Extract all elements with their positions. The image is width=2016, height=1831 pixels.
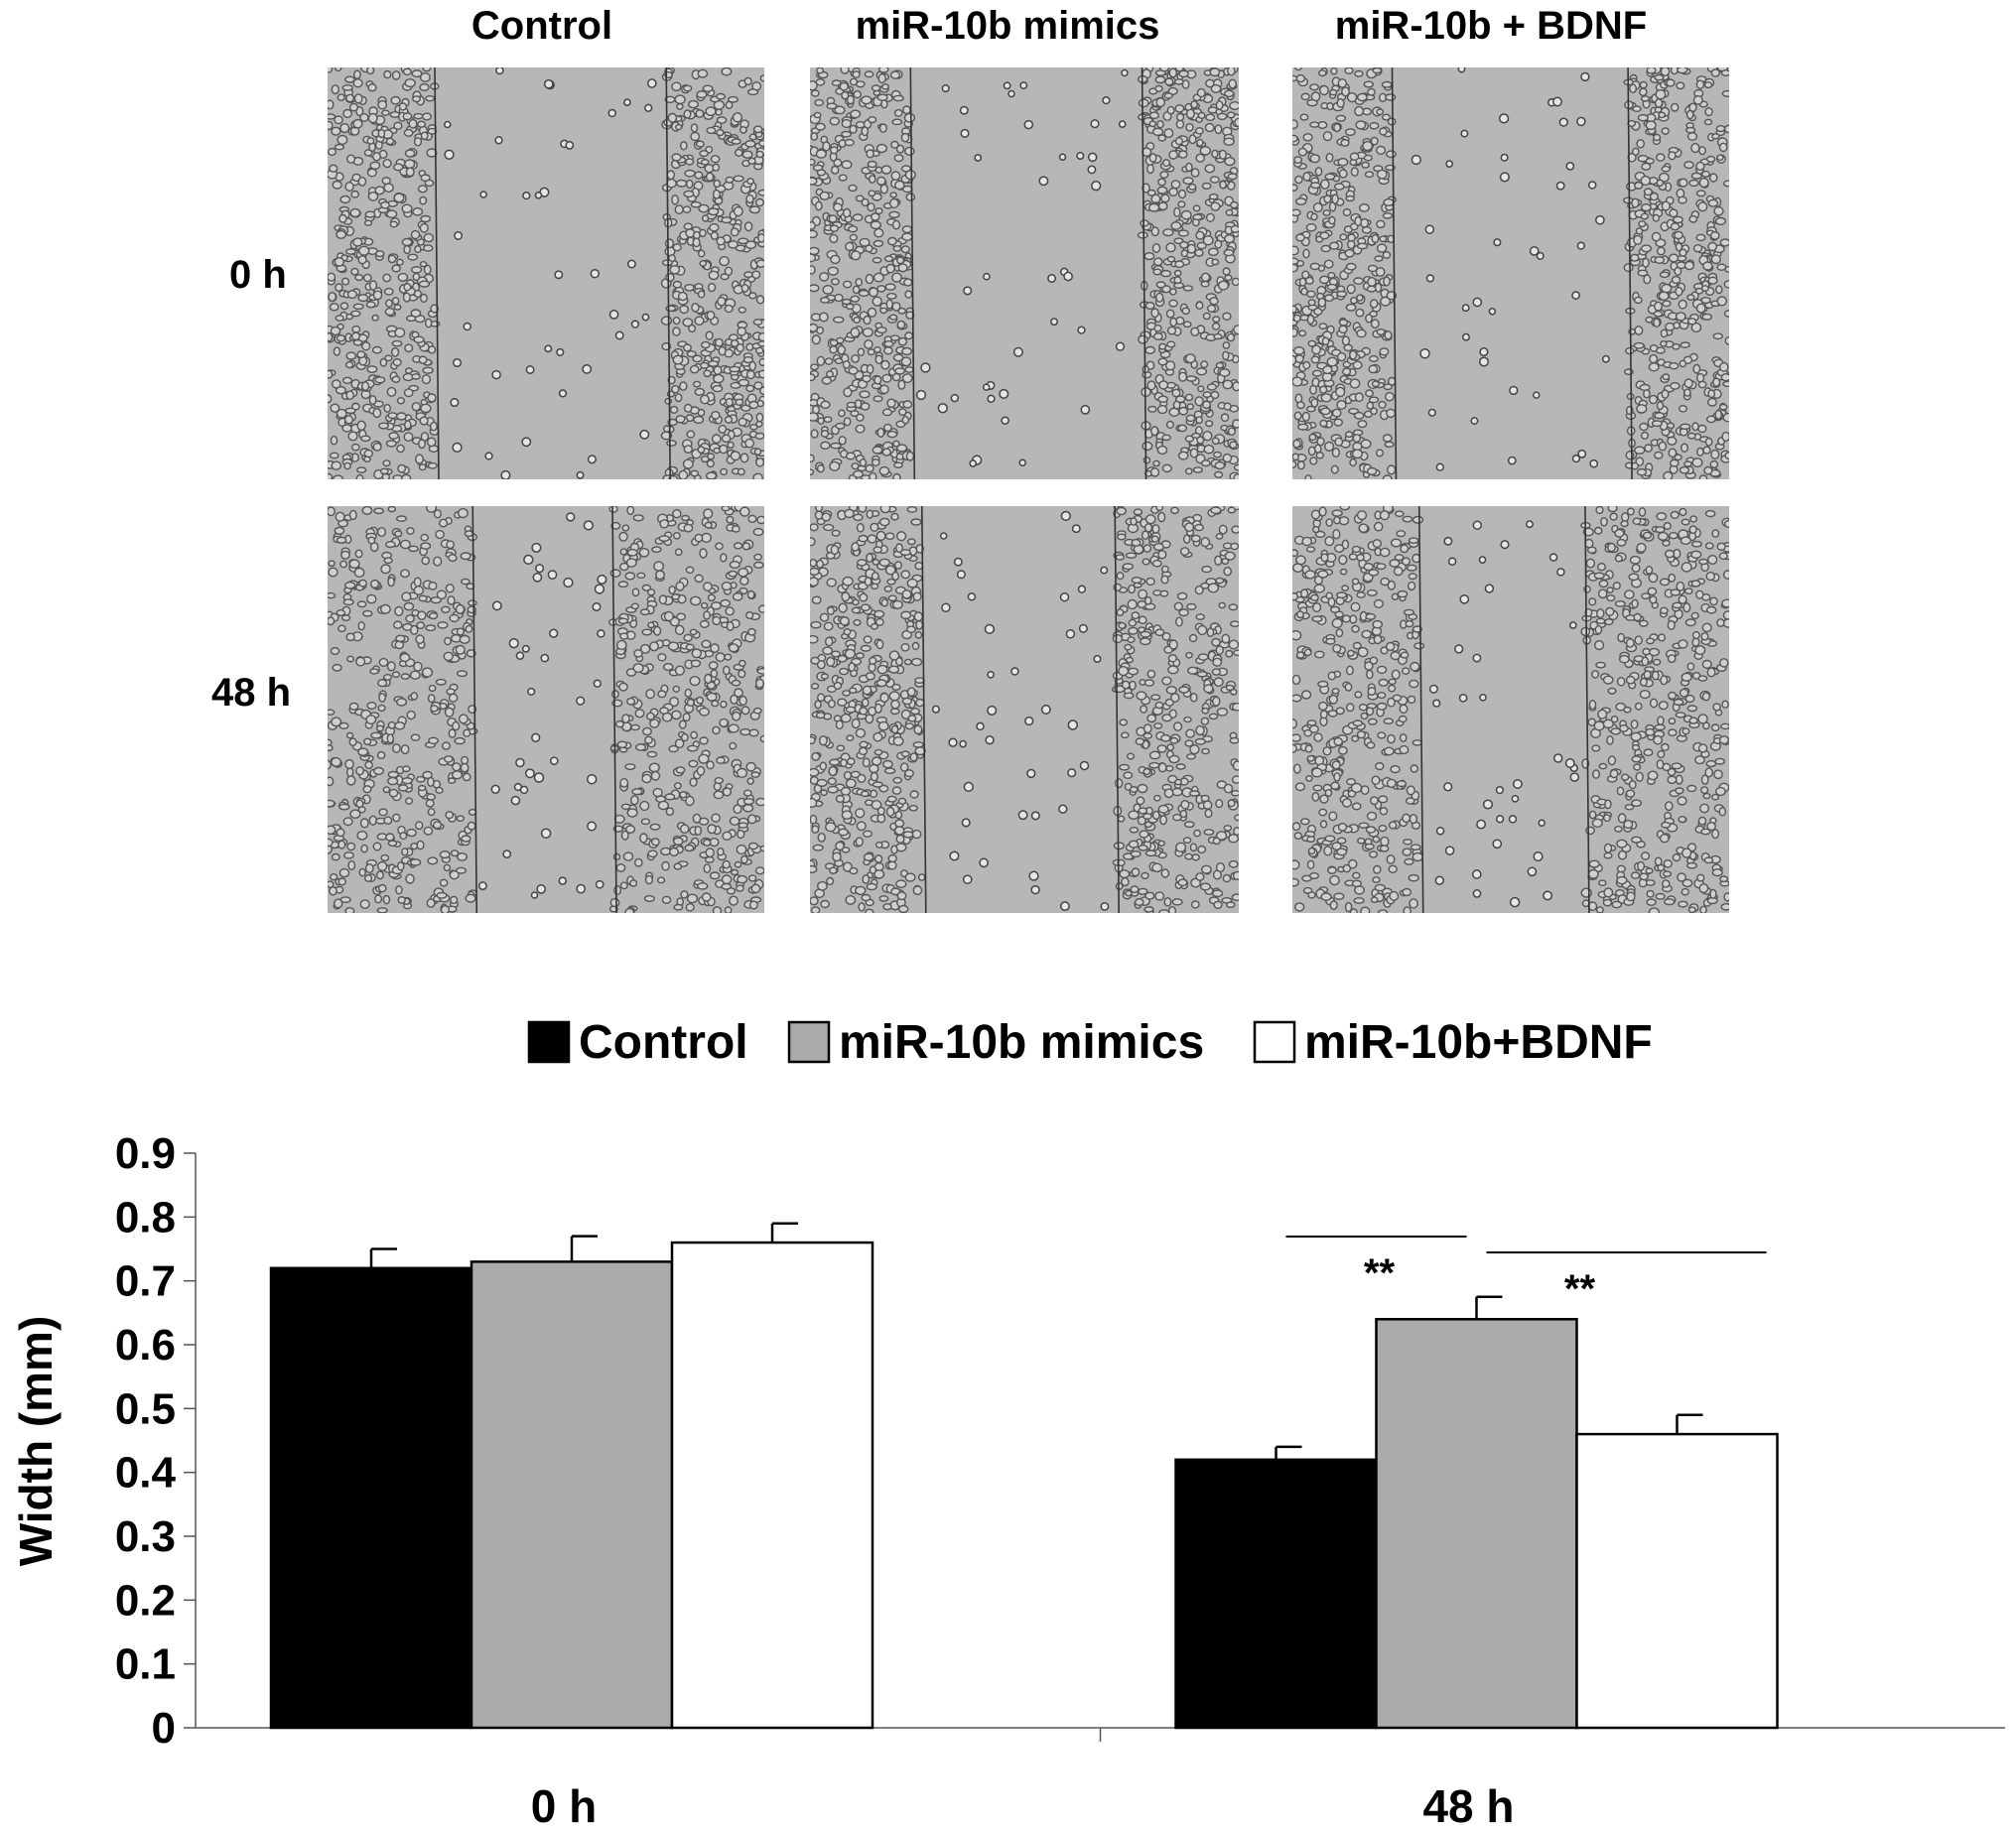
legend-swatch-0 (527, 1020, 571, 1064)
bar-1-1 (1375, 1318, 1578, 1730)
x-tick-label: 48 h (1422, 1780, 1514, 1831)
x-tick-label: 0 h (531, 1780, 597, 1831)
y-tick-label: 0.9 (115, 1129, 176, 1178)
bar-2-1 (1575, 1432, 1779, 1730)
y-tick-label: 0.4 (115, 1449, 177, 1498)
significance-label: ** (1364, 1251, 1396, 1295)
legend-label-1: miR-10b mimics (839, 1016, 1204, 1069)
legend-label-0: Control (579, 1016, 748, 1069)
y-tick-label: 0.1 (115, 1640, 176, 1689)
micrograph-mir10b-mimics-48h (810, 506, 1239, 913)
y-axis-label: Width (mm) (10, 1316, 62, 1567)
bar-0-0 (269, 1266, 473, 1730)
y-tick-label: 0.3 (115, 1512, 176, 1561)
bar-1-0 (470, 1260, 674, 1730)
micrograph-control-0h (328, 67, 764, 479)
micrograph-control-48h (328, 506, 764, 913)
column-label-control: Control (470, 4, 613, 48)
y-tick-label: 0.8 (115, 1193, 176, 1242)
significance-label: ** (1564, 1267, 1596, 1311)
bar-2-0 (670, 1241, 874, 1730)
row-label-48h: 48 h (211, 671, 292, 715)
y-tick-label: 0.5 (115, 1384, 176, 1433)
y-tick-label: 0 (152, 1704, 176, 1753)
micrograph-mir10b-bdnf-48h (1292, 506, 1729, 913)
micrograph-mir10b-bdnf-0h (1292, 67, 1729, 479)
bar-0-1 (1174, 1458, 1378, 1730)
column-label-mir10b-mimics: miR-10b mimics (855, 4, 1160, 48)
legend-swatch-1 (787, 1020, 831, 1064)
micrograph-mir10b-mimics-0h (810, 67, 1239, 479)
legend: Control miR-10b mimics miR-10b+BDNF (527, 1016, 1653, 1069)
legend-swatch-2 (1253, 1020, 1296, 1064)
x-tick-labels: 0 h 48 h (531, 1780, 1515, 1831)
column-label-mir10b-bdnf: miR-10b + BDNF (1334, 4, 1648, 48)
y-ticks: 0 0.1 0.2 0.3 0.4 0.5 0.6 0.7 0.8 0.9 (115, 1129, 196, 1753)
row-label-0h: 0 h (229, 253, 287, 297)
y-tick-label: 0.6 (115, 1321, 176, 1370)
y-tick-label: 0.7 (115, 1257, 176, 1306)
bars (269, 1241, 1779, 1730)
legend-label-2: miR-10b+BDNF (1304, 1016, 1653, 1069)
error-bars (369, 1222, 1703, 1460)
significance-annotations: ** ** (1285, 1236, 1767, 1311)
y-tick-label: 0.2 (115, 1576, 176, 1625)
